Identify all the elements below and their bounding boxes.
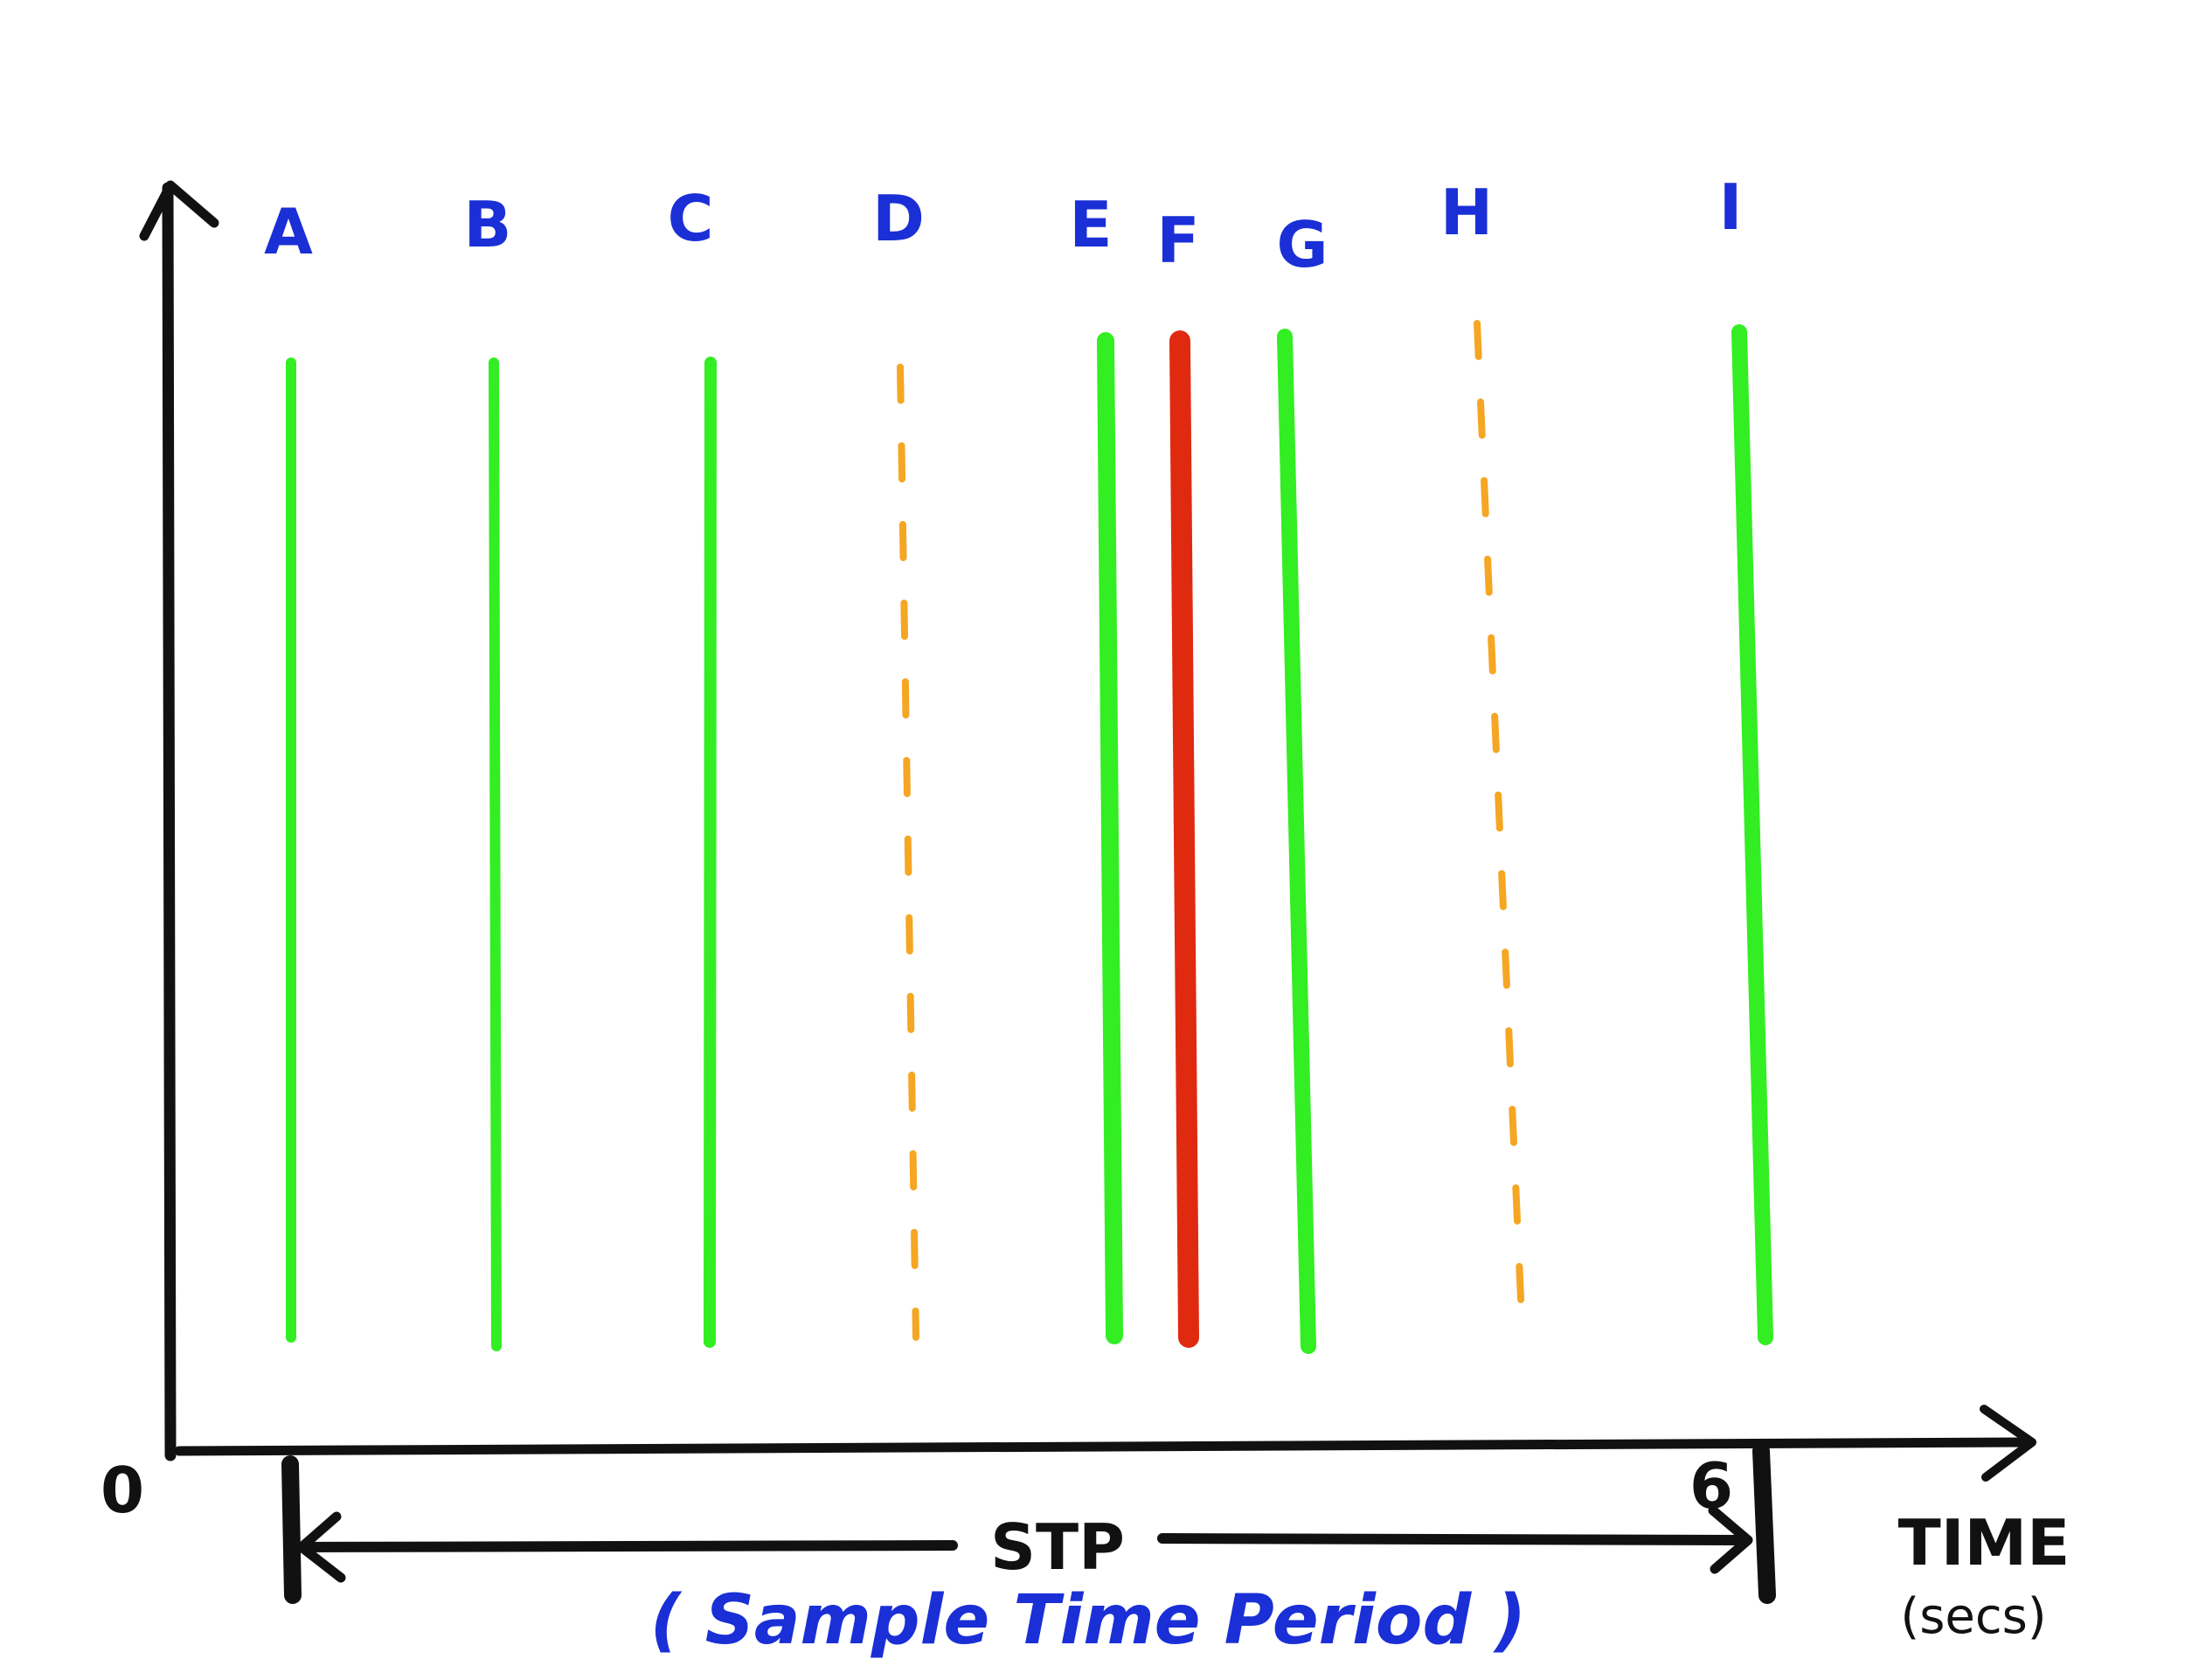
event-label-e: E bbox=[1069, 188, 1112, 261]
span-start-marker bbox=[281, 1455, 302, 1604]
span-end-marker bbox=[1752, 1442, 1776, 1604]
event-label-i: I bbox=[1719, 170, 1743, 244]
event-label-c: C bbox=[668, 182, 714, 255]
event-line-d bbox=[897, 364, 919, 1341]
event-label-h: H bbox=[1440, 176, 1493, 249]
x-axis-unit: (secs) bbox=[1900, 1588, 2046, 1645]
event-line-f bbox=[1169, 330, 1199, 1348]
event-label-g: G bbox=[1276, 208, 1328, 281]
event-line-h bbox=[1474, 320, 1526, 1341]
event-line-e bbox=[1097, 332, 1123, 1344]
event-line-c bbox=[704, 357, 717, 1348]
x-axis bbox=[174, 1405, 2036, 1482]
event-line-g bbox=[1277, 329, 1316, 1354]
event-line-i bbox=[1731, 324, 1773, 1345]
event-label-b: B bbox=[464, 188, 512, 261]
event-label-a: A bbox=[264, 195, 313, 268]
span-caption: ( Sample Time Period ) bbox=[650, 1581, 1526, 1660]
y-axis bbox=[139, 180, 219, 1461]
span-arrow bbox=[296, 1505, 1753, 1583]
event-line-b bbox=[489, 358, 502, 1351]
event-lines bbox=[286, 320, 1773, 1354]
event-label-d: D bbox=[872, 182, 925, 255]
x-axis-label: TIME bbox=[1898, 1506, 2071, 1579]
origin-label: 0 bbox=[101, 1454, 144, 1527]
span-label: STP bbox=[990, 1510, 1125, 1584]
event-label-f: F bbox=[1156, 204, 1199, 277]
